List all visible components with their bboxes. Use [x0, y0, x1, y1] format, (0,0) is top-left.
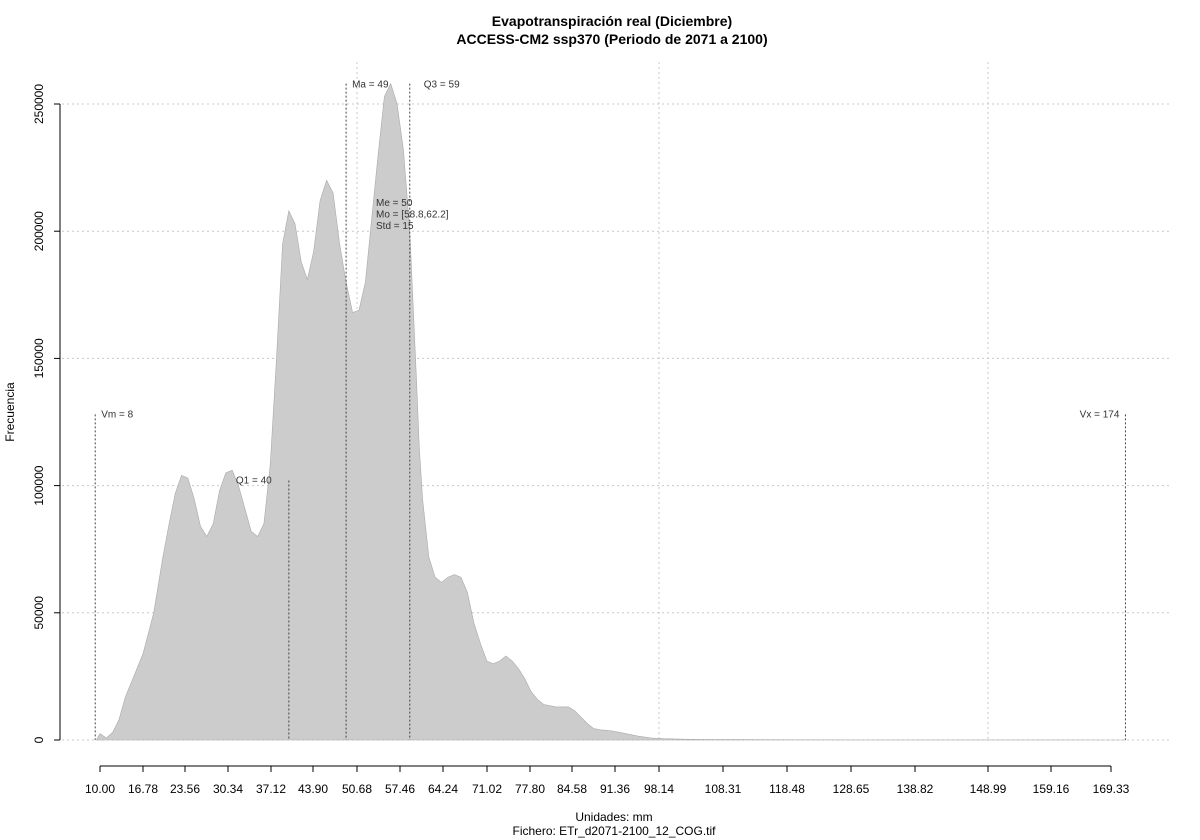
stat-label: Vx = 174 — [1080, 409, 1120, 420]
x-tick-label: 43.90 — [298, 782, 328, 796]
stat-summary-text: Me = 50 — [376, 198, 413, 209]
x-tick-label: 57.46 — [385, 782, 415, 796]
x-tick-label: 118.48 — [769, 782, 805, 796]
x-tick-label: 30.34 — [213, 782, 243, 796]
x-axis-label: Unidades: mm — [575, 810, 652, 824]
stat-summary-text: Std = 15 — [376, 221, 414, 232]
chart-title: Evapotranspiración real (Diciembre) — [492, 13, 732, 29]
y-tick-label: 200000 — [32, 211, 46, 251]
file-caption: Fichero: ETr_d2071-2100_12_COG.tif — [513, 824, 717, 838]
y-tick-label: 150000 — [32, 338, 46, 378]
titles: Evapotranspiración real (Diciembre) ACCE… — [456, 13, 767, 47]
x-tick-label: 23.56 — [170, 782, 200, 796]
y-tick-label: 50000 — [32, 596, 46, 630]
x-tick-label: 77.80 — [515, 782, 545, 796]
x-tick-label: 138.82 — [897, 782, 934, 796]
stat-label: Q1 = 40 — [236, 476, 272, 487]
stat-label: Q3 = 59 — [424, 80, 460, 91]
x-tick-label: 64.24 — [428, 782, 458, 796]
y-tick-label: 250000 — [32, 84, 46, 124]
x-tick-label: 148.99 — [970, 782, 1007, 796]
stat-markers: Vm = 8 Q1 = 40 Ma = 49 Q3 = 59 Vx = 174 Me = … — [94, 80, 1126, 740]
y-tick-label: 100000 — [32, 465, 46, 505]
x-tick-label: 159.16 — [1033, 782, 1070, 796]
x-tick-label: 16.78 — [128, 782, 158, 796]
y-axis-label: Frecuencia — [3, 382, 17, 442]
y-tick-label: 0 — [32, 736, 46, 743]
stat-summary-text: Mo = [58.8,62.2] — [376, 210, 449, 221]
x-tick-label: 37.12 — [256, 782, 286, 796]
x-tick-label: 108.31 — [705, 782, 742, 796]
x-tick-label: 91.36 — [600, 782, 630, 796]
y-axis: 0 50000 100000 150000 200000 250000 — [32, 84, 61, 743]
x-tick-label: 10.00 — [85, 782, 115, 796]
stat-label: Ma = 49 — [352, 80, 389, 91]
density-area — [95, 82, 1126, 741]
x-tick-label: 98.14 — [644, 782, 674, 796]
x-tick-label: 169.33 — [1093, 782, 1130, 796]
stat-label: Vm = 8 — [101, 409, 133, 420]
x-tick-label: 71.02 — [472, 782, 502, 796]
chart-subtitle: ACCESS-CM2 ssp370 (Periodo de 2071 a 210… — [456, 31, 767, 47]
x-tick-label: 128.65 — [833, 782, 870, 796]
x-tick-label: 50.68 — [342, 782, 372, 796]
x-axis: 10.00 16.78 23.56 30.34 37.12 43.90 50.68 57.46… — [85, 765, 1130, 796]
x-tick-label: 84.58 — [557, 782, 587, 796]
